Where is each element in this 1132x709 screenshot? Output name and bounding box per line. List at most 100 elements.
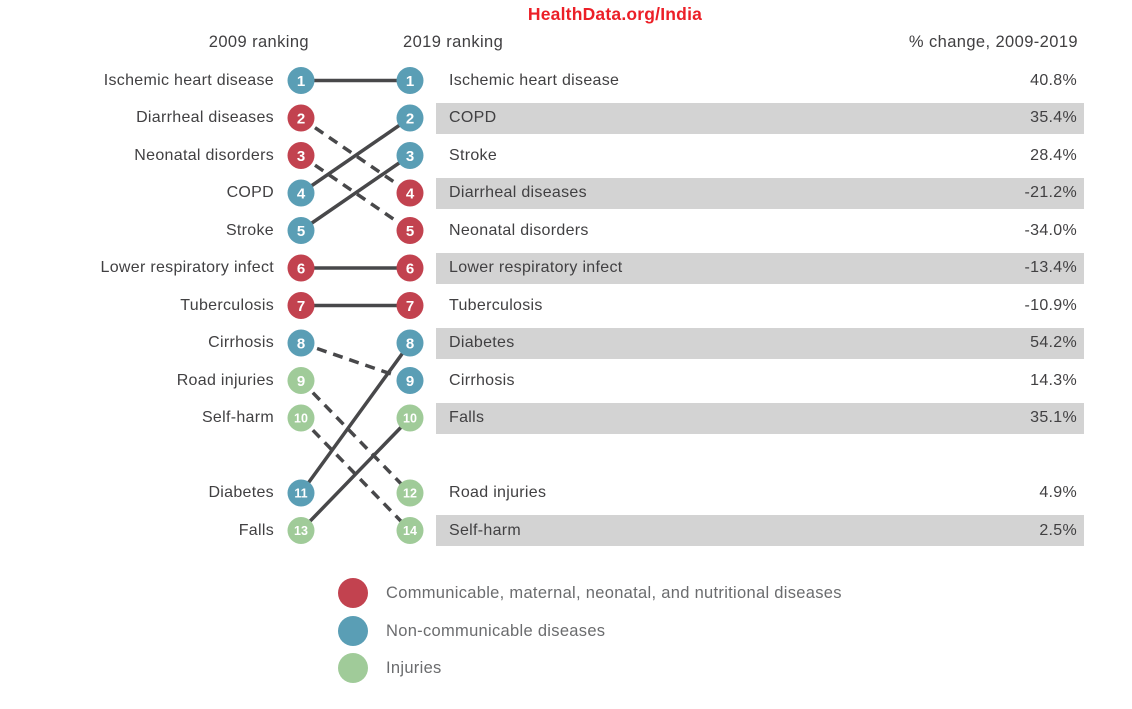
rank-circle-2009: 4 bbox=[287, 179, 315, 207]
cause-label-2009: Cirrhosis bbox=[208, 334, 274, 351]
slope-line-solid bbox=[300, 154, 411, 232]
rank-circle-2019: 10 bbox=[396, 404, 424, 432]
column-header-pct-change: % change, 2009-2019 bbox=[908, 33, 1078, 51]
rank-circle-2019: 8 bbox=[396, 329, 424, 357]
cause-label-2009: COPD bbox=[226, 184, 274, 201]
svg-text:6: 6 bbox=[297, 260, 305, 277]
page-title: HealthData.org/India bbox=[527, 4, 703, 24]
pct-change-value: 28.4% bbox=[1030, 146, 1077, 164]
cause-label-2019: Diarrheal diseases bbox=[449, 184, 587, 201]
svg-text:4: 4 bbox=[406, 185, 415, 202]
cause-label-2019: Tuberculosis bbox=[449, 296, 543, 314]
cause-label-2009: Tuberculosis bbox=[180, 296, 274, 314]
legend-color-dot-icon bbox=[338, 615, 368, 646]
cause-label-2009: Road injuries bbox=[176, 371, 274, 389]
row-band bbox=[436, 102, 1084, 134]
svg-text:8: 8 bbox=[406, 335, 414, 352]
slope-line-solid bbox=[299, 416, 412, 532]
legend-color-dot-icon bbox=[338, 578, 368, 608]
cause-label-2019: Self-harm bbox=[449, 521, 522, 539]
svg-text:3: 3 bbox=[297, 148, 305, 165]
cause-label-2009: Self-harm bbox=[201, 409, 274, 426]
cause-label-2019: Falls bbox=[449, 409, 485, 426]
rank-circle-2019: 5 bbox=[396, 217, 424, 244]
rank-circle-2009: 6 bbox=[287, 254, 315, 282]
svg-text:10: 10 bbox=[403, 412, 417, 426]
column-header-2019-ranking: 2019 ranking bbox=[403, 33, 504, 51]
slope-line-dashed bbox=[299, 379, 412, 495]
svg-text:10: 10 bbox=[294, 412, 308, 426]
rank-circle-2009: 13 bbox=[287, 517, 315, 544]
svg-text:4: 4 bbox=[297, 185, 306, 202]
rank-circle-2019: 7 bbox=[396, 292, 424, 319]
pct-change-value: 2.5% bbox=[1039, 521, 1077, 539]
rank-circle-2009: 3 bbox=[287, 142, 315, 169]
svg-text:5: 5 bbox=[297, 223, 305, 240]
pct-change-value: 14.3% bbox=[1030, 371, 1077, 389]
row-band bbox=[436, 515, 1084, 546]
slope-line-dashed bbox=[300, 154, 411, 232]
pct-change-value: 4.9% bbox=[1039, 484, 1077, 501]
svg-text:2: 2 bbox=[297, 110, 305, 127]
cause-label-2019: Stroke bbox=[449, 146, 498, 164]
svg-text:9: 9 bbox=[297, 373, 305, 390]
cause-label-2009: Diabetes bbox=[208, 484, 274, 501]
row-band bbox=[436, 177, 1084, 209]
rank-circle-2019: 1 bbox=[396, 67, 424, 94]
cause-label-2019: Cirrhosis bbox=[449, 371, 515, 389]
legend-label: Non-communicable diseases bbox=[386, 621, 606, 640]
cause-label-2009: Neonatal disorders bbox=[134, 146, 274, 164]
rank-circle-2019: 6 bbox=[396, 254, 424, 282]
rank-circle-2009: 5 bbox=[287, 217, 315, 244]
svg-text:5: 5 bbox=[406, 223, 414, 240]
rank-circle-2019: 12 bbox=[396, 479, 424, 507]
rank-circle-2019: 4 bbox=[396, 179, 424, 207]
cause-label-2009: Falls bbox=[238, 521, 274, 539]
slope-line-dashed bbox=[299, 416, 412, 532]
svg-text:14: 14 bbox=[403, 524, 417, 538]
rank-circle-2009: 1 bbox=[287, 67, 315, 94]
cause-label-2009: Ischemic heart disease bbox=[103, 71, 274, 89]
svg-text:7: 7 bbox=[406, 298, 414, 315]
svg-text:6: 6 bbox=[406, 260, 414, 277]
cause-label-2019: Neonatal disorders bbox=[449, 221, 589, 239]
cause-label-2019: Lower respiratory infect bbox=[449, 259, 623, 276]
rank-circle-2019: 3 bbox=[396, 142, 424, 169]
svg-text:1: 1 bbox=[406, 73, 414, 90]
rank-circle-2009: 10 bbox=[287, 404, 315, 432]
svg-text:1: 1 bbox=[297, 73, 305, 90]
rank-circle-2009: 11 bbox=[287, 479, 315, 507]
rank-circle-2009: 2 bbox=[287, 104, 315, 132]
rank-circle-2019: 14 bbox=[396, 517, 424, 544]
pct-change-value: -10.9% bbox=[1024, 296, 1077, 314]
legend-color-dot-icon bbox=[338, 653, 368, 683]
rank-circle-2009: 8 bbox=[287, 329, 315, 357]
pct-change-value: -34.0% bbox=[1024, 221, 1077, 239]
cause-label-2009: Lower respiratory infect bbox=[100, 259, 274, 276]
svg-text:12: 12 bbox=[403, 487, 417, 501]
rank-circle-2019: 2 bbox=[396, 104, 424, 132]
pct-change-value: 54.2% bbox=[1030, 334, 1077, 351]
svg-text:11: 11 bbox=[294, 487, 307, 501]
row-band bbox=[436, 327, 1084, 359]
svg-text:8: 8 bbox=[297, 335, 305, 352]
svg-text:7: 7 bbox=[297, 298, 305, 315]
pct-change-value: 35.1% bbox=[1030, 409, 1077, 426]
pct-change-value: -13.4% bbox=[1024, 259, 1077, 276]
legend-label: Injuries bbox=[386, 659, 442, 677]
slope-line-solid bbox=[299, 341, 412, 495]
slope-line-dashed bbox=[300, 341, 411, 383]
cause-label-2009: Diarrheal diseases bbox=[136, 109, 274, 126]
pct-change-value: 35.4% bbox=[1030, 109, 1077, 126]
column-header-2009-ranking: 2009 ranking bbox=[208, 33, 309, 51]
rank-circle-2009: 9 bbox=[287, 367, 315, 394]
cause-label-2019: Road injuries bbox=[449, 484, 547, 501]
rank-circle-2019: 9 bbox=[396, 367, 424, 394]
svg-text:3: 3 bbox=[406, 148, 414, 165]
row-band bbox=[436, 402, 1084, 434]
cause-label-2019: Ischemic heart disease bbox=[449, 71, 620, 89]
svg-text:13: 13 bbox=[294, 524, 308, 538]
pct-change-value: -21.2% bbox=[1024, 184, 1077, 201]
cause-label-2009: Stroke bbox=[225, 221, 274, 239]
